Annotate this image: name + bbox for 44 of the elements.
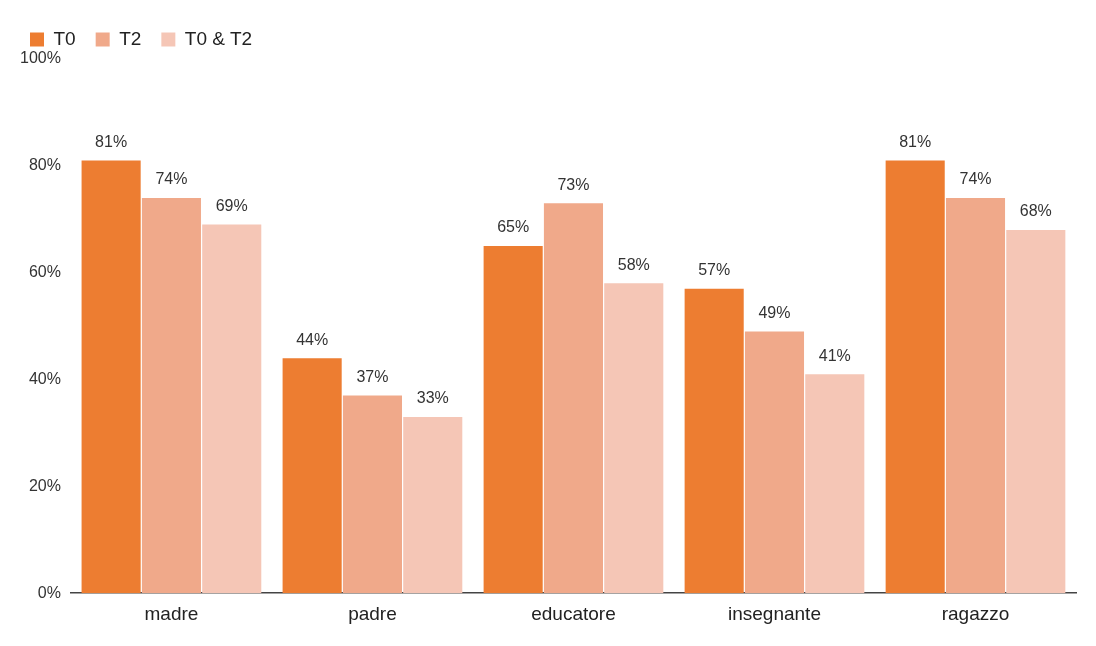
legend-label: T0 [53,27,76,49]
data-label: 49% [758,303,791,321]
bar [805,374,865,594]
y-tick-label: 0% [37,583,61,601]
legend-label: T2 [119,27,142,49]
bar [945,197,1006,594]
x-tick-label: madre [144,602,199,624]
legend-label: T0 & T2 [184,27,253,49]
bar [744,331,805,594]
bar [1006,229,1066,594]
y-tick-label: 60% [28,263,61,281]
bar [141,197,201,594]
data-label: 81% [95,132,128,150]
y-tick-label: 100% [20,49,61,67]
x-tick-label: educatore [531,602,616,624]
data-label: 69% [215,197,248,215]
bar [81,160,141,594]
data-label: 73% [557,175,590,193]
bar [483,245,543,594]
data-label: 41% [818,346,851,364]
data-label: 68% [1019,202,1052,220]
x-tick-label: padre [348,602,397,624]
data-label: 74% [959,170,992,188]
x-tick-label: insegnante [727,602,821,624]
y-tick-label: 40% [28,369,61,387]
bar [885,160,945,594]
data-label: 58% [617,255,650,273]
bar [342,395,402,594]
bar [403,416,463,594]
data-label: 37% [356,367,389,385]
bar [543,203,604,594]
bar [202,224,262,594]
data-label: 74% [155,170,188,188]
y-tick-label: 20% [28,476,61,494]
y-tick-label: 80% [28,156,61,174]
data-label: 44% [296,330,329,348]
data-label: 65% [497,218,530,236]
data-label: 33% [416,389,449,407]
bar [684,288,744,594]
x-tick-label: ragazzo [941,602,1010,624]
data-label: 57% [698,261,731,279]
bar [282,358,342,594]
bar [604,283,664,594]
data-label: 81% [899,132,932,150]
